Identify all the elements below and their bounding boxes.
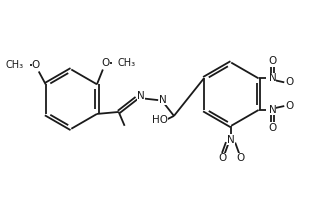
Text: N: N	[137, 91, 145, 101]
Text: HO: HO	[152, 115, 168, 125]
Text: O: O	[285, 77, 293, 87]
Text: O: O	[285, 101, 293, 111]
Text: O: O	[102, 58, 110, 67]
Text: N: N	[159, 95, 167, 105]
Text: N: N	[269, 105, 276, 115]
Text: N: N	[269, 73, 276, 83]
Text: O: O	[236, 153, 244, 163]
Text: CH₃: CH₃	[6, 60, 24, 70]
Text: O: O	[268, 56, 276, 66]
Text: O: O	[32, 60, 40, 70]
Text: O: O	[218, 153, 227, 163]
Text: O: O	[268, 123, 276, 133]
Text: N: N	[227, 135, 235, 145]
Text: CH₃: CH₃	[118, 58, 136, 67]
